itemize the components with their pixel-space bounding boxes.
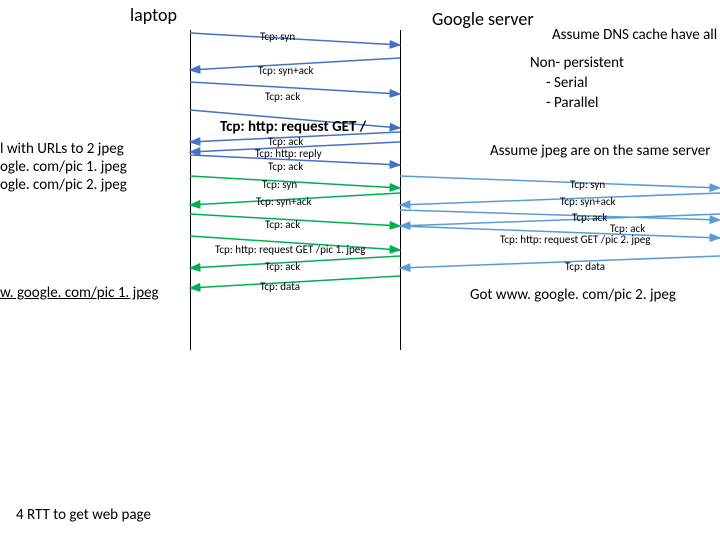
dns-note: Assume DNS cache have all ip: [552, 26, 720, 44]
got-pic2-note: Got www. google. com/pic 2. jpeg: [470, 286, 676, 304]
msg-data: Tcp: data: [260, 280, 300, 293]
server-lifeline: [400, 30, 401, 350]
msg-synack: Tcp: syn+ack: [258, 64, 314, 77]
msg-ack: Tcp: ack: [572, 211, 607, 224]
msg-ack: Tcp: ack: [265, 218, 300, 231]
msg-httpReply: Tcp: http: reply: [255, 147, 322, 160]
msg-synack: Tcp: syn+ack: [560, 195, 616, 208]
msg-ack: Tcp: ack: [268, 160, 303, 173]
msg-data: Tcp: data: [565, 260, 605, 273]
got-pic1-note: w. google. com/pic 1. jpeg: [0, 284, 159, 302]
parallel-label: - Parallel: [546, 94, 599, 112]
same-server-note: Assume jpeg are on the same server: [490, 142, 710, 160]
msg-getPic2: Tcp: http: request GET /pic 2. jpeg: [500, 233, 650, 246]
sequence-arrows: [0, 0, 720, 540]
msg-ack: Tcp: ack: [265, 260, 300, 273]
urls-line2: ogle. com/pic 1. jpeg: [0, 158, 127, 176]
msg-httpReq: Tcp: http: request GET /: [220, 118, 366, 136]
msg-ack: Tcp: ack: [265, 90, 300, 103]
msg-getPic1: Tcp: http: request GET /pic 1. jpeg: [215, 243, 365, 256]
msg-syn: Tcp: syn: [570, 178, 605, 191]
urls-line1: l with URLs to 2 jpeg: [0, 140, 124, 158]
nonpersistent-label: Non- persistent: [530, 54, 624, 72]
server-label: Google server: [432, 8, 534, 30]
laptop-lifeline: [190, 30, 191, 350]
laptop-label: laptop: [130, 4, 177, 26]
msg-syn: Tcp: syn: [260, 30, 295, 43]
rtt-note: 4 RTT to get web page: [16, 506, 151, 524]
urls-line3: ogle. com/pic 2. jpeg: [0, 176, 127, 194]
msg-syn: Tcp: syn: [262, 178, 297, 191]
msg-synack: Tcp: syn+ack: [256, 195, 312, 208]
serial-label: - Serial: [546, 74, 588, 92]
